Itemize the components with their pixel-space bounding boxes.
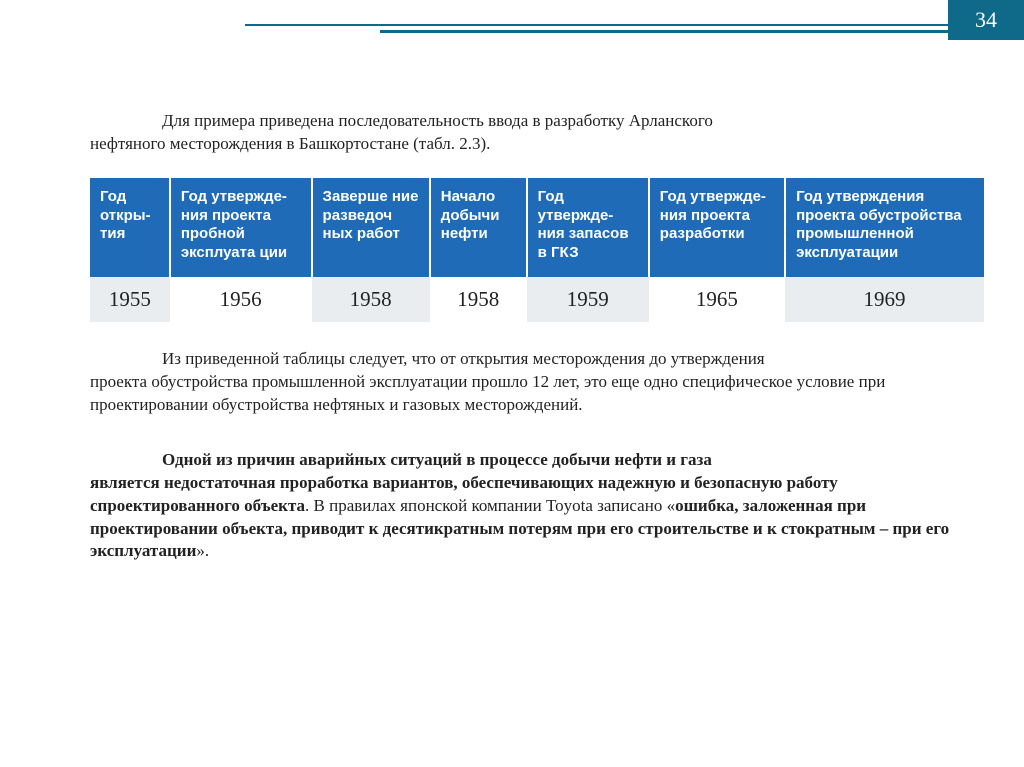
conclusion-line1: Одной из причин аварийных ситуаций в про… — [90, 449, 984, 472]
mid-line1: Из приведенной таблицы следует, что от о… — [90, 348, 984, 371]
conclusion-paragraph: Одной из причин аварийных ситуаций в про… — [90, 449, 984, 564]
col-header: Год утвержде-ния проекта пробной эксплуа… — [170, 178, 312, 277]
table-header-row: Год откры-тия Год утвержде-ния проекта п… — [90, 178, 984, 277]
cell-year: 1969 — [785, 277, 984, 322]
text-run: ». — [196, 541, 209, 560]
mid-paragraph: Из приведенной таблицы следует, что от о… — [90, 348, 984, 417]
table-row: 1955 1956 1958 1958 1959 1965 1969 — [90, 277, 984, 322]
intro-paragraph: Для примера приведена последовательность… — [90, 110, 984, 156]
col-header: Год утвержде-ния проекта разработки — [649, 178, 785, 277]
cell-year: 1955 — [90, 277, 170, 322]
col-header: Год откры-тия — [90, 178, 170, 277]
header-rule-bottom — [380, 30, 1024, 33]
slide-header: 34 — [0, 0, 1024, 42]
intro-line2: нефтяного месторождения в Башкортостане … — [90, 133, 984, 156]
page-number: 34 — [948, 0, 1024, 40]
conclusion-rest: является недостаточная проработка вариан… — [90, 472, 984, 564]
cell-year: 1959 — [527, 277, 649, 322]
slide-content: Для примера приведена последовательность… — [90, 110, 984, 585]
col-header: Год утверждения проекта обустройства про… — [785, 178, 984, 277]
header-rule-top — [245, 24, 1024, 26]
col-header: Начало добычи нефти — [430, 178, 527, 277]
cell-year: 1958 — [430, 277, 527, 322]
col-header: Заверше ние разведоч ных работ — [312, 178, 430, 277]
cell-year: 1958 — [312, 277, 430, 322]
intro-line1: Для примера приведена последовательность… — [90, 110, 984, 133]
development-timeline-table: Год откры-тия Год утвержде-ния проекта п… — [90, 178, 984, 322]
mid-rest: проекта обустройства промышленной эксплу… — [90, 371, 984, 417]
text-run: . В правилах японской компании Toyota за… — [305, 496, 675, 515]
col-header: Год утвержде-ния запасов в ГКЗ — [527, 178, 649, 277]
bold-run: Одной из причин аварийных ситуаций в про… — [162, 450, 712, 469]
cell-year: 1956 — [170, 277, 312, 322]
cell-year: 1965 — [649, 277, 785, 322]
